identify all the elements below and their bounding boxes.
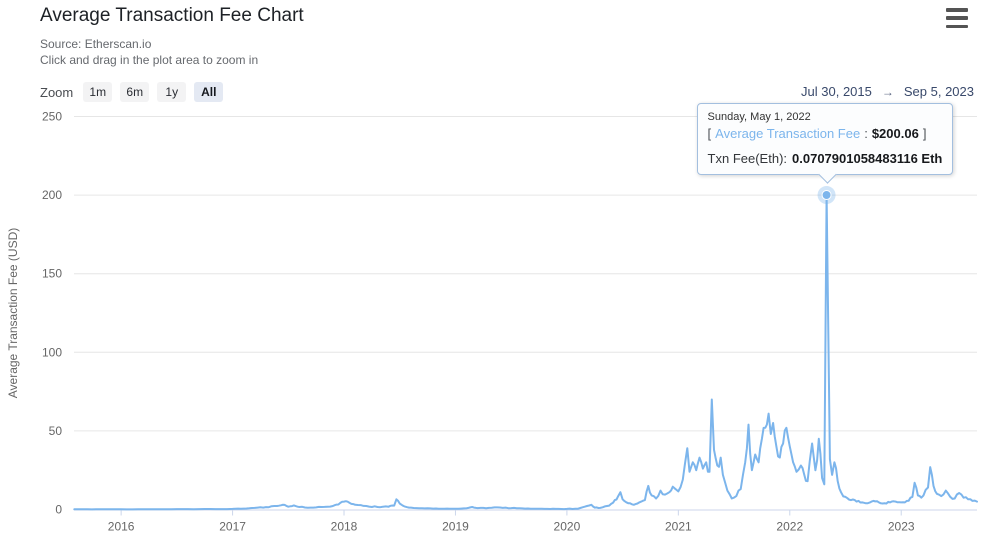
zoom-1m-button[interactable]: 1m (83, 82, 113, 102)
source-text: Source: Etherscan.io (40, 37, 152, 51)
x-tick-label: 2016 (108, 520, 135, 534)
zoom-hint-text: Click and drag in the plot area to zoom … (40, 53, 259, 67)
zoom-1y-button[interactable]: 1y (157, 82, 187, 102)
zoom-toolbar: Zoom 1m 6m 1y All (40, 82, 224, 102)
x-tick-label: 2023 (888, 520, 915, 534)
hamburger-bar (946, 8, 968, 12)
tooltip-series-line: [ Average Transaction Fee : $200.06 ] (708, 126, 943, 141)
date-range-from[interactable]: Jul 30, 2015 (801, 84, 872, 99)
hamburger-bar (946, 24, 968, 28)
y-tick-label: 150 (42, 267, 62, 281)
zoom-all-button[interactable]: All (194, 82, 224, 102)
y-tick-label: 250 (42, 110, 62, 124)
x-tick-label: 2021 (665, 520, 692, 534)
zoom-6m-button[interactable]: 6m (120, 82, 150, 102)
y-axis-title: Average Transaction Fee (USD) (6, 228, 20, 399)
tooltip-separator: : (864, 126, 868, 141)
zoom-label: Zoom (40, 84, 74, 100)
bracket-close: ] (922, 126, 927, 141)
tooltip-txn-line: Txn Fee(Eth): 0.0707901058483116 Eth (708, 151, 943, 166)
tooltip-txn-label: Txn Fee(Eth): (707, 151, 788, 166)
chart-tooltip: Sunday, May 1, 2022 [ Average Transactio… (696, 103, 954, 184)
arrow-right-icon: → (881, 84, 894, 99)
x-tick-label: 2019 (442, 520, 469, 534)
y-tick-label: 100 (42, 345, 62, 359)
x-tick-label: 2020 (554, 520, 581, 534)
date-range-to[interactable]: Sep 5, 2023 (903, 84, 974, 99)
y-tick-label: 0 (55, 503, 62, 517)
x-tick-label: 2017 (219, 520, 246, 534)
tooltip-value: $200.06 (871, 126, 919, 141)
highlight-marker (821, 190, 832, 201)
tooltip-series-label: Average Transaction Fee (715, 126, 861, 141)
tooltip-txn-value: 0.0707901058483116 Eth (792, 151, 943, 166)
series-layer (73, 186, 978, 511)
bracket-open: [ (707, 126, 712, 141)
tooltip-date: Sunday, May 1, 2022 (707, 111, 811, 123)
x-tick-label: 2022 (776, 520, 803, 534)
hamburger-bar (946, 16, 968, 20)
x-tick-label: 2018 (331, 520, 358, 534)
y-tick-label: 200 (42, 188, 62, 202)
date-range: Jul 30, 2015 → Sep 5, 2023 (801, 84, 974, 99)
fee-line-series (73, 194, 978, 511)
page-title: Average Transaction Fee Chart (40, 5, 304, 26)
y-tick-label: 50 (49, 424, 63, 438)
hamburger-menu-icon[interactable] (946, 7, 968, 29)
